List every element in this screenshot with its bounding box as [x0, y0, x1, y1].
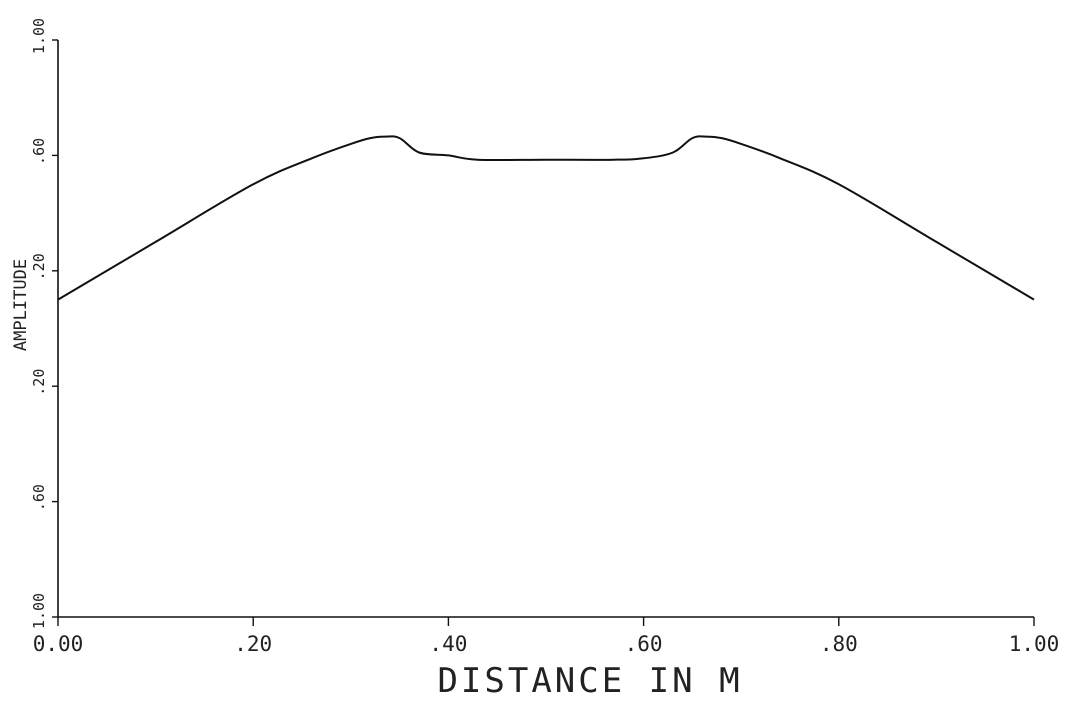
x-tick-label: .60: [625, 632, 663, 656]
x-tick-group: 0.00 .20 .40 .60 .80 1.00: [33, 617, 1060, 656]
series-line: [57, 135, 1035, 301]
y-tick-label: .60: [30, 138, 48, 165]
x-tick-label: .40: [429, 632, 467, 656]
x-tick-label: 1.00: [1009, 632, 1060, 656]
y-tick-label: .60: [30, 484, 48, 511]
y-axis-title: AMPLITUDE: [11, 259, 31, 351]
y-tick-label: 1.00: [30, 18, 48, 54]
y-tick-label: .20: [30, 369, 48, 396]
y-tick-label: .20: [30, 253, 48, 280]
y-tick-group: 1.00 .60 .20 .20 .60 1.00: [30, 18, 58, 629]
x-tick-label: .80: [820, 632, 858, 656]
x-axis-title: DISTANCE IN M: [437, 661, 742, 701]
series-group: [57, 135, 1035, 301]
x-tick-label: 0.00: [33, 632, 84, 656]
y-tick-label: 1.00: [30, 593, 48, 629]
x-tick-label: .20: [234, 632, 272, 656]
